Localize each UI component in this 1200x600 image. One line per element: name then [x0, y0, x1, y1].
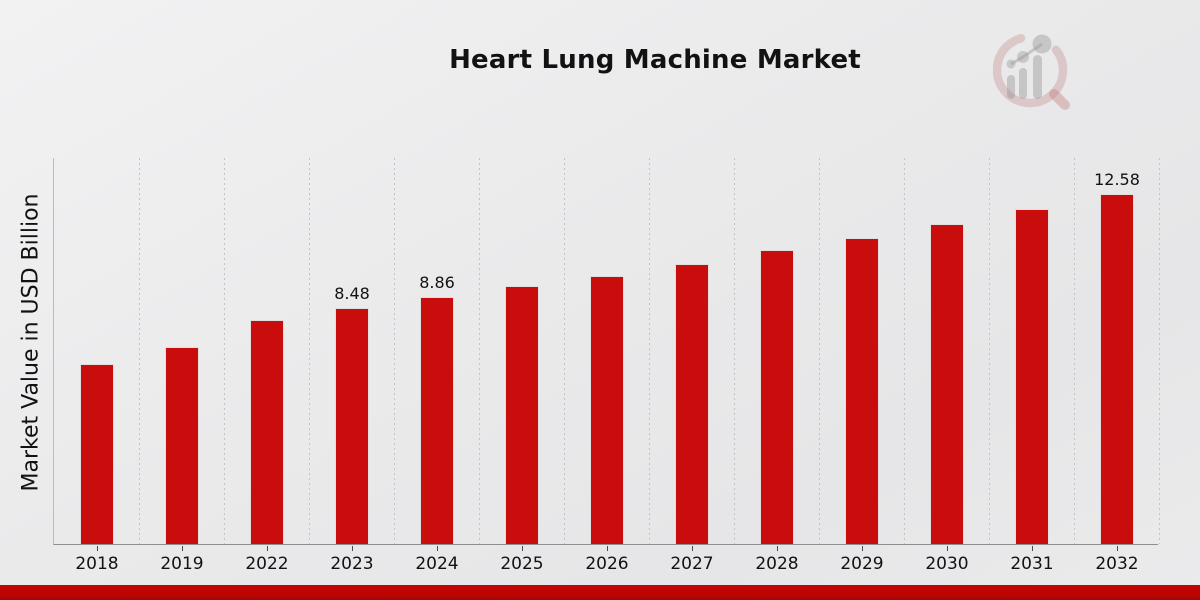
x-tick-label-2023: 2023	[330, 554, 374, 574]
x-tick-label-2018: 2018	[75, 554, 119, 574]
bar-2031	[1015, 209, 1049, 544]
magnifier-bar-chart-logo-icon	[993, 32, 1070, 110]
bar-value-label-2023: 8.48	[334, 284, 370, 303]
vertical-gridline	[309, 158, 310, 544]
x-axis-tick	[267, 546, 268, 551]
bar-2027	[675, 264, 709, 544]
x-tick-label-2026: 2026	[585, 554, 629, 574]
vertical-gridline	[734, 158, 735, 544]
x-tick-label-2032: 2032	[1095, 554, 1139, 574]
x-tick-label-2022: 2022	[245, 554, 289, 574]
vertical-gridline	[479, 158, 480, 544]
x-tick-label-2019: 2019	[160, 554, 204, 574]
bar-2029	[845, 238, 879, 544]
x-axis-tick	[1032, 546, 1033, 551]
bar-2023	[335, 308, 369, 544]
x-axis-tick	[947, 546, 948, 551]
x-axis-tick	[437, 546, 438, 551]
x-tick-label-2024: 2024	[415, 554, 459, 574]
x-axis-tick	[352, 546, 353, 551]
vertical-gridline	[224, 158, 225, 544]
vertical-gridline	[649, 158, 650, 544]
bar-value-label-2024: 8.86	[419, 273, 455, 292]
bar-2019	[165, 347, 199, 544]
bar-2018	[80, 364, 114, 544]
x-tick-label-2025: 2025	[500, 554, 544, 574]
vertical-gridline	[904, 158, 905, 544]
bar-2024	[420, 297, 454, 544]
vertical-gridline	[989, 158, 990, 544]
bar-2025	[505, 286, 539, 544]
x-axis-tick	[97, 546, 98, 551]
x-tick-label-2028: 2028	[755, 554, 799, 574]
vertical-gridline	[1074, 158, 1075, 544]
bar-value-label-2032: 12.58	[1094, 170, 1140, 189]
chart-title: Heart Lung Machine Market	[449, 45, 861, 75]
x-tick-label-2027: 2027	[670, 554, 714, 574]
bar-2022	[250, 320, 284, 544]
x-axis-tick	[1117, 546, 1118, 551]
vertical-gridline	[394, 158, 395, 544]
x-axis-tick	[522, 546, 523, 551]
bar-2026	[590, 276, 624, 544]
x-tick-label-2031: 2031	[1010, 554, 1054, 574]
x-tick-label-2029: 2029	[840, 554, 884, 574]
x-axis-tick	[692, 546, 693, 551]
bar-2032	[1100, 194, 1134, 544]
vertical-gridline	[139, 158, 140, 544]
x-axis-tick	[182, 546, 183, 551]
vertical-gridline	[819, 158, 820, 544]
plot-area: 2018 2019 2022 8.48 2023 8.86 2024 2025 2026 2027…	[53, 158, 1160, 574]
x-axis-tick	[777, 546, 778, 551]
y-axis-label: Market Value in USD Billion	[18, 193, 44, 492]
bar-2030	[930, 224, 964, 544]
x-axis-tick	[607, 546, 608, 551]
x-tick-label-2030: 2030	[925, 554, 969, 574]
vertical-gridline	[564, 158, 565, 544]
vertical-gridline	[1159, 158, 1160, 544]
x-axis-tick	[862, 546, 863, 551]
bar-2028	[760, 250, 794, 544]
footer-accent-stripe	[0, 585, 1200, 600]
